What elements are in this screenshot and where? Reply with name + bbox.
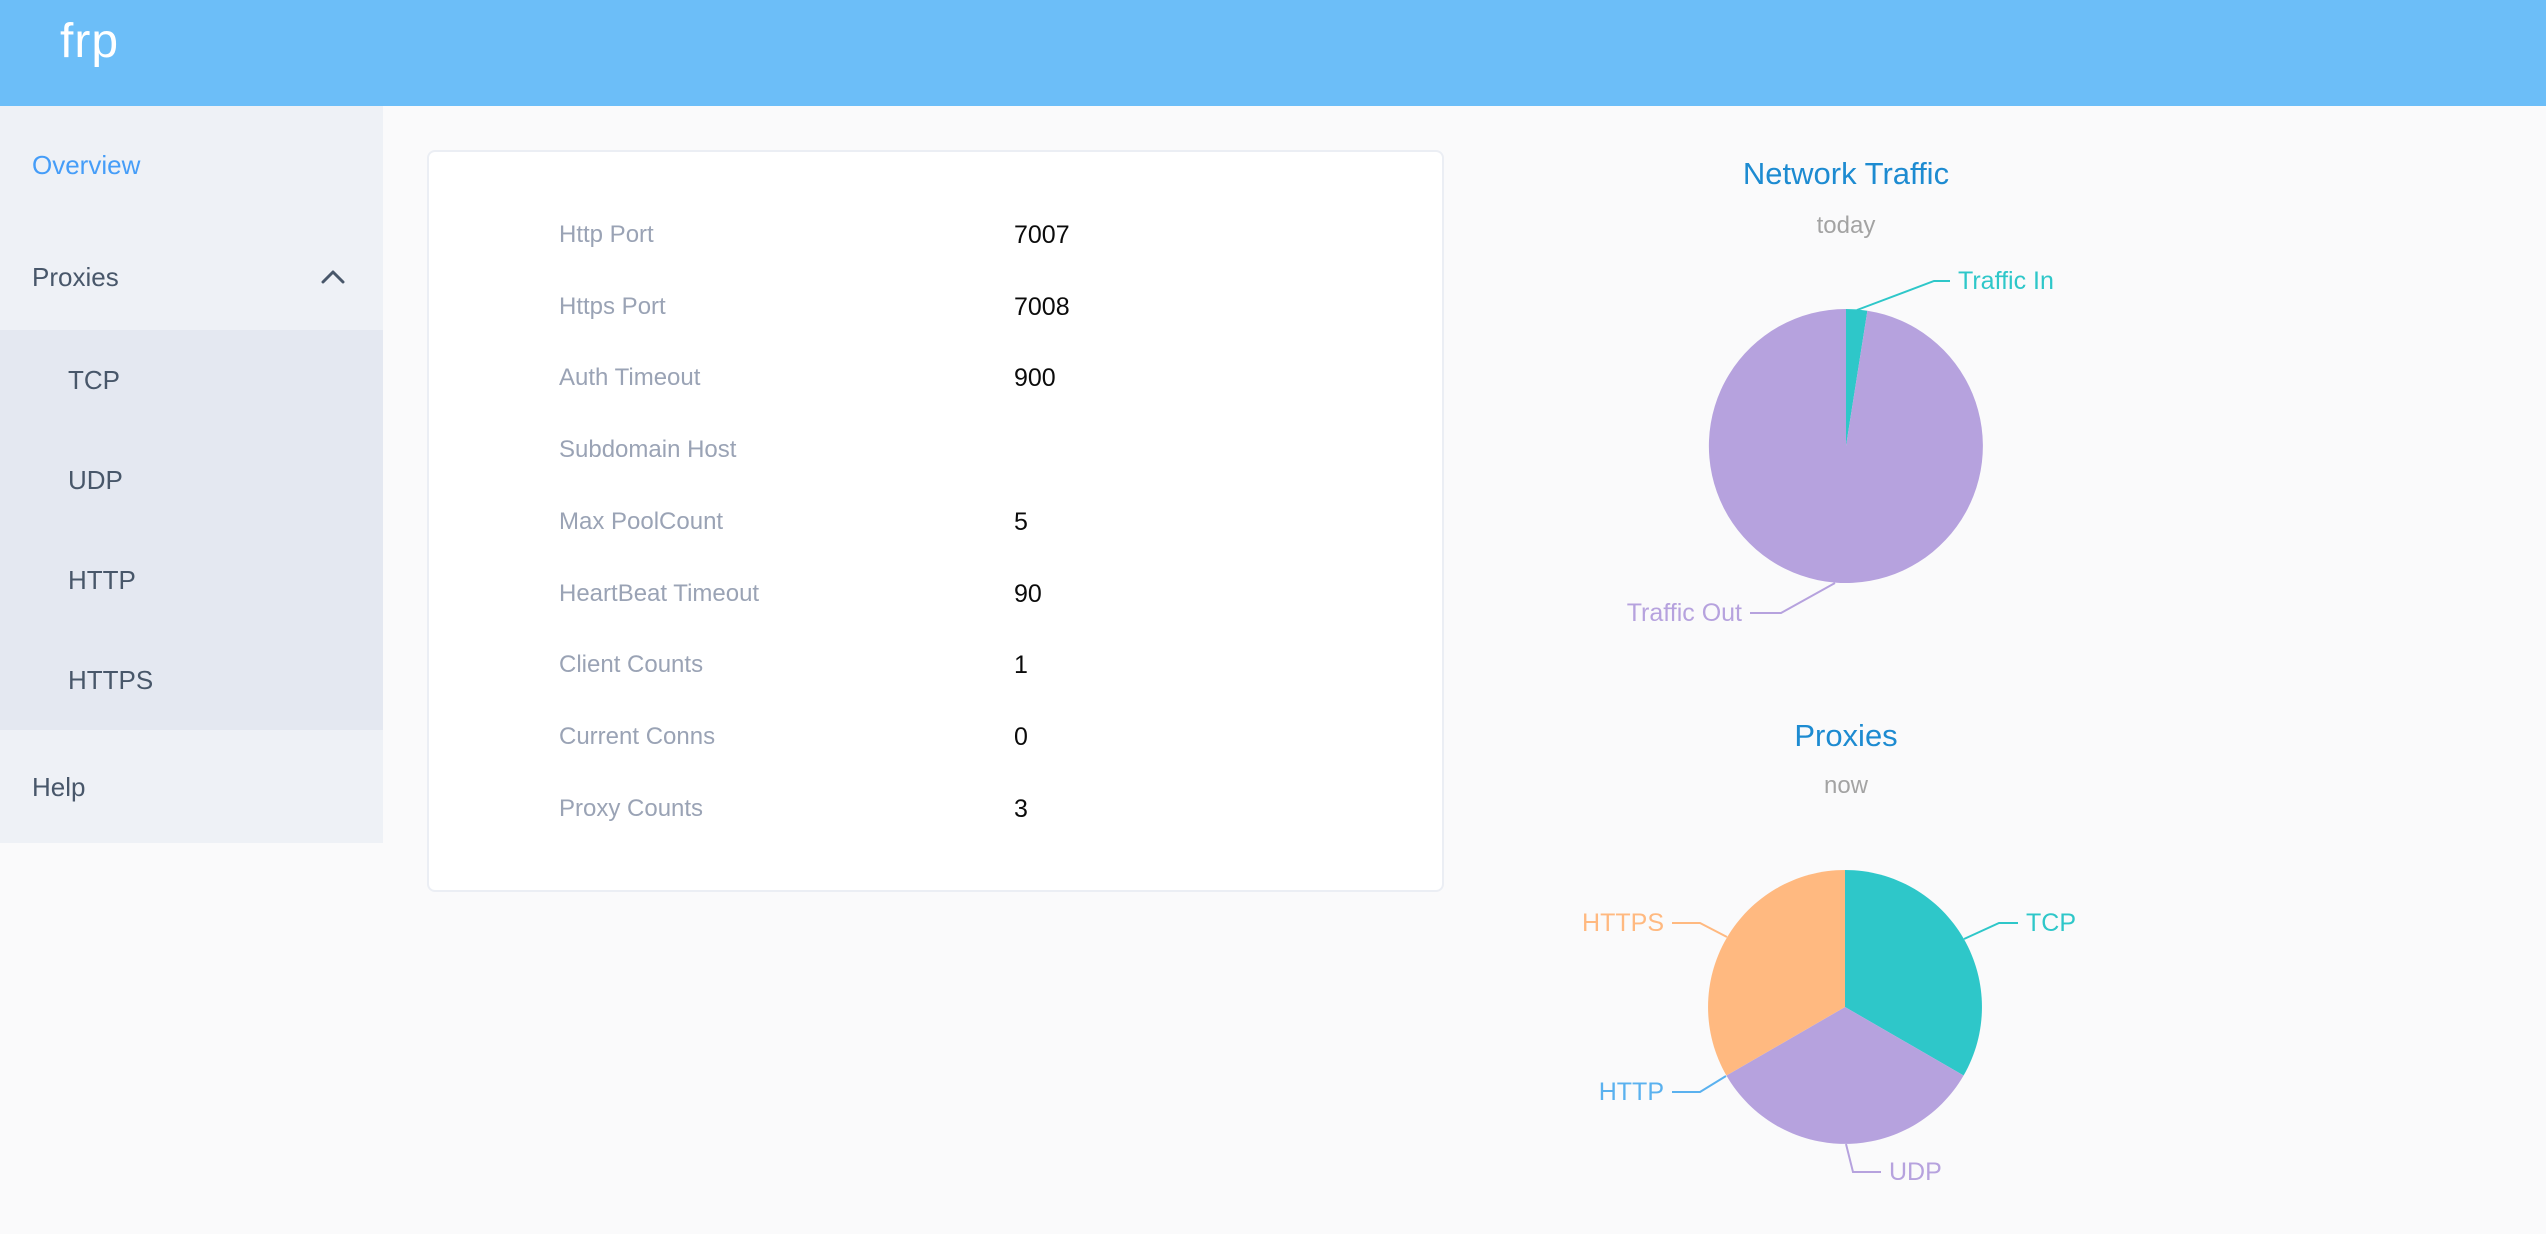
pie-label-traffic-in: Traffic In: [1958, 267, 2054, 295]
pie-label-udp: UDP: [1889, 1158, 1942, 1186]
config-label: Auth Timeout: [559, 364, 701, 391]
chevron-up-icon: [321, 270, 345, 284]
pie-label-line-traffic-out: [1750, 582, 1836, 614]
pie-label-line-http: [1672, 1075, 1727, 1093]
pie-label-line-https: [1672, 922, 1728, 938]
config-row-heartbeat-timeout: HeartBeat Timeout 90: [559, 572, 1402, 616]
proxies-submenu: TCP UDP HTTP HTTPS: [0, 330, 383, 730]
app-logo: frp: [60, 15, 120, 68]
sidebar-item-tcp-label: TCP: [68, 364, 120, 395]
pie-label-line-tcp: [1963, 922, 2018, 940]
config-label: HeartBeat Timeout: [559, 580, 760, 607]
sidebar-item-help[interactable]: Help: [0, 754, 383, 820]
sidebar-item-overview[interactable]: Overview: [0, 132, 383, 198]
config-row-subdomain-host: Subdomain Host: [559, 428, 1402, 472]
config-label: Subdomain Host: [559, 436, 737, 463]
sidebar-item-https-label: HTTPS: [68, 664, 154, 695]
config-label: Http Port: [559, 221, 654, 248]
config-row-max-poolcount: Max PoolCount 5: [559, 500, 1402, 544]
pie-slice-https[interactable]: [1708, 870, 1845, 1076]
sidebar-item-udp[interactable]: UDP: [0, 430, 383, 530]
sidebar-item-https[interactable]: HTTPS: [0, 630, 383, 730]
pie-slice-traffic-in[interactable]: [1846, 309, 1868, 446]
config-value: 90: [1014, 580, 1042, 608]
server-config-card: Http Port 7007 Https Port 7008 Auth Time…: [427, 150, 1444, 892]
proxies-chart-subtitle: now: [1823, 772, 1869, 799]
pie-label-http: HTTP: [1599, 1078, 1664, 1106]
sidebar-item-http[interactable]: HTTP: [0, 530, 383, 630]
config-value: 7008: [1014, 293, 1070, 321]
sidebar: Overview Proxies TCP UDP HTTP HTTPS Help: [0, 106, 383, 843]
config-value: 5: [1014, 508, 1028, 536]
config-value: 7007: [1014, 221, 1070, 249]
config-label: Client Counts: [559, 651, 704, 678]
pie-slice-traffic-out[interactable]: [1708, 308, 1983, 583]
sidebar-item-udp-label: UDP: [68, 464, 123, 495]
config-row-proxy-counts: Proxy Counts 3: [559, 787, 1402, 831]
config-label: Max PoolCount: [559, 508, 724, 535]
network-traffic-chart-title: Network Traffic: [1742, 156, 1950, 191]
sidebar-item-overview-label: Overview: [32, 149, 141, 180]
pie-label-traffic-out: Traffic Out: [1627, 599, 1742, 627]
app-header: frp: [0, 0, 2546, 106]
sidebar-item-proxies[interactable]: Proxies: [0, 244, 383, 310]
sidebar-item-http-label: HTTP: [68, 564, 136, 595]
pie-label-line-udp: [1845, 1143, 1881, 1173]
config-value: 3: [1014, 795, 1028, 823]
config-row-current-conns: Current Conns 0: [559, 715, 1402, 759]
config-row-http-port: Http Port 7007: [559, 213, 1402, 257]
config-label: Current Conns: [559, 723, 716, 750]
pie-label-tcp: TCP: [2026, 909, 2076, 937]
config-row-client-counts: Client Counts 1: [559, 643, 1402, 687]
sidebar-item-tcp[interactable]: TCP: [0, 330, 383, 430]
config-row-auth-timeout: Auth Timeout 900: [559, 356, 1402, 400]
sidebar-item-help-label: Help: [32, 771, 86, 802]
proxies-chart-title: Proxies: [1794, 718, 1898, 753]
config-value: 900: [1014, 364, 1056, 392]
config-label: Proxy Counts: [559, 795, 704, 822]
config-row-https-port: Https Port 7008: [559, 285, 1402, 329]
pie-label-line-traffic-in: [1856, 280, 1950, 311]
config-label: Https Port: [559, 293, 666, 320]
config-value: 0: [1014, 723, 1028, 751]
config-value: 1: [1014, 651, 1028, 679]
pie-slice-udp[interactable]: [1726, 1007, 1964, 1144]
network-traffic-chart-subtitle: today: [1816, 212, 1876, 239]
pie-label-https: HTTPS: [1582, 909, 1664, 937]
pie-slice-tcp[interactable]: [1845, 870, 1982, 1076]
sidebar-item-proxies-label: Proxies: [32, 261, 119, 292]
